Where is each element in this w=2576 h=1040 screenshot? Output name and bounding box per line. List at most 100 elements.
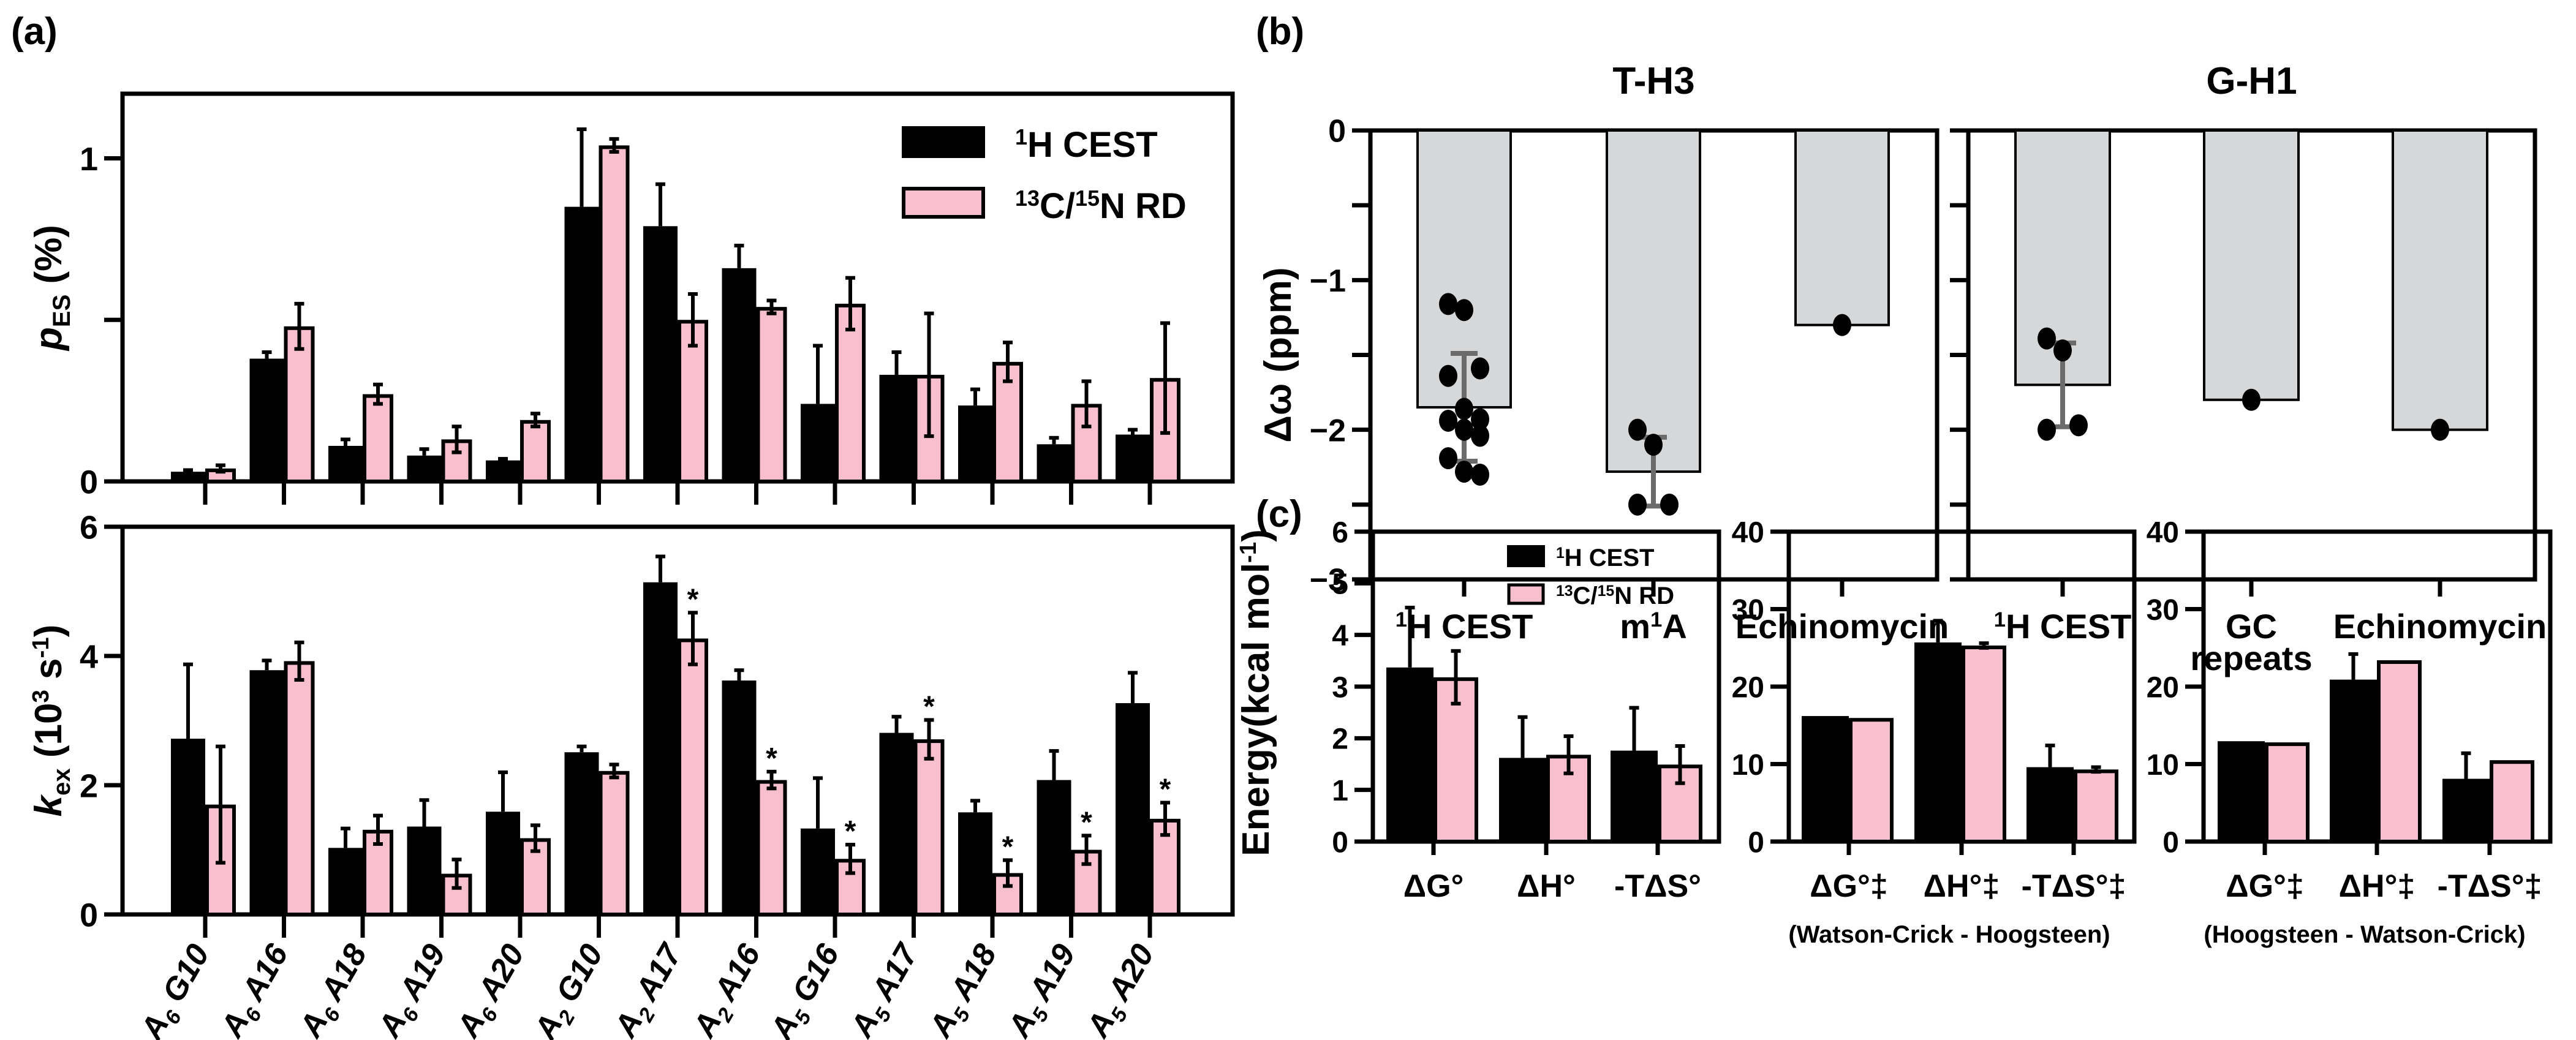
x-tick-label: A5 A19 (1000, 938, 1086, 1040)
bar-1h-cest (1386, 667, 1433, 842)
bar-1h-cest (564, 206, 599, 481)
legend-swatch-13c-15n-rd (902, 187, 985, 219)
bar-13c-15n-rd (913, 739, 945, 916)
data-point (1455, 299, 1473, 322)
bar-1h-cest (171, 472, 205, 481)
bar-1h-cest (2218, 741, 2265, 842)
bar-13c-15n-rd (363, 394, 393, 484)
bar-1h-cest (1802, 716, 1849, 842)
data-point (1644, 434, 1663, 456)
bar-13c-15n-rd (2377, 660, 2422, 843)
x-tick-label: ΔG°‡ (1810, 869, 1888, 904)
bar-13c-15n-rd (1962, 645, 2006, 843)
y-tick-label: 30 (2147, 594, 2179, 627)
bar-13c-15n-rd (599, 145, 630, 483)
chart-kinetics-wc-hg: 0 10 20 30 40 ΔG°‡ ΔH°‡ -TΔS°‡ (Watson-Crick - H… (1732, 516, 2137, 948)
x-axis-title: (Watson-Crick - Hoogsteen) (1788, 921, 2110, 948)
y-tick-label: 0 (1328, 114, 1346, 149)
y-tick-label: 6 (1332, 516, 1348, 549)
bar-13c-15n-rd (756, 307, 787, 483)
data-point (2242, 388, 2261, 411)
x-tick-label: ΔH°‡ (2339, 869, 2415, 904)
bar-1h-cest (879, 733, 914, 914)
chart-t-h3: 0 −1 −2 −3 T-H3 1H CEST m1A Echinomycin Δω (ppm) (1257, 60, 1949, 646)
x-tick-label: -TΔS°‡ (2438, 869, 2542, 904)
panel-label-c: (c) (1256, 493, 1302, 535)
bar-1h-cest (486, 812, 520, 914)
bar-13c-15n-rd (835, 859, 866, 917)
bar-13c-15n-rd (835, 303, 866, 483)
y-tick-label: 40 (1732, 516, 1764, 549)
bar-13c-15n-rd (441, 873, 472, 917)
x-tick-label: A2 A16 (686, 938, 772, 1040)
data-point (1455, 418, 1473, 441)
data-point (2038, 418, 2056, 441)
y-tick-label: 10 (1732, 749, 1764, 782)
y-tick-label: 4 (1332, 620, 1348, 652)
bar-13c-15n-rd (2490, 760, 2534, 844)
x-tick-label: ΔG° (1403, 869, 1464, 904)
bar-13c-15n-rd (2265, 742, 2310, 843)
data-point (2069, 414, 2088, 437)
bar-delta-omega (1794, 129, 1890, 326)
legend-swatch-1h-cest (1507, 545, 1545, 567)
bar-1h-cest (1116, 434, 1150, 481)
bar-1h-cest (643, 582, 678, 914)
bar-1h-cest (407, 826, 442, 914)
y-tick-label: 0 (1332, 826, 1348, 859)
bar-1h-cest (1611, 750, 1658, 842)
bar-1h-cest (328, 445, 363, 481)
data-point (1471, 424, 1489, 447)
y-tick-label: 0 (80, 464, 98, 500)
chart-title: G-H1 (2206, 60, 2297, 102)
x-tick-label: Echinomycin (2333, 607, 2547, 646)
x-tick-label: A6 A16 (213, 938, 300, 1040)
x-axis-title: (Hoogsteen - Watson-Crick) (2204, 921, 2525, 948)
bar-1h-cest (2330, 679, 2377, 842)
y-tick-label: 30 (1732, 594, 1764, 627)
y-tick-label: −1 (1310, 263, 1346, 299)
bar-1h-cest (407, 455, 442, 481)
data-point (1439, 293, 1457, 315)
x-tick-label: A6 G10 (134, 938, 221, 1040)
bar-13c-15n-rd (678, 638, 708, 916)
data-point (1471, 357, 1489, 380)
x-tick-label: ΔG°‡ (2226, 869, 2304, 904)
bar-delta-omega (2203, 129, 2300, 401)
data-point (1628, 418, 1647, 441)
y-axis-title: pES (%) (28, 225, 75, 352)
bar-1h-cest (2442, 778, 2490, 842)
data-point (1455, 461, 1473, 483)
data-point (1628, 493, 1647, 516)
x-tick-label: ΔH°‡ (1924, 869, 2000, 904)
significance-star: * (1160, 773, 1171, 805)
y-tick-label: 5 (1332, 568, 1348, 601)
bar-1h-cest (1037, 444, 1071, 481)
bar-13c-15n-rd (2074, 769, 2118, 843)
data-point (2038, 327, 2056, 350)
y-tick-label: 40 (2147, 516, 2179, 549)
legend-swatch-1h-cest (902, 126, 985, 158)
bar-1h-cest (486, 460, 520, 481)
bar-13c-15n-rd (284, 326, 315, 483)
x-tick-label: A6 A19 (371, 938, 456, 1040)
x-tick-label: A6 A20 (450, 938, 535, 1040)
x-tick-label: Echinomycin (1736, 607, 1949, 646)
data-point (1471, 463, 1489, 486)
bar-13c-15n-rd (1849, 718, 1894, 844)
bar-13c-15n-rd (284, 661, 315, 916)
y-tick-label: 1 (80, 141, 98, 178)
x-tick-label: m1A (1620, 607, 1687, 646)
x-tick-label: 1H CEST (1994, 607, 2132, 646)
bar-13c-15n-rd (678, 320, 708, 483)
bar-1h-cest (328, 848, 363, 914)
bar-1h-cest (1499, 758, 1546, 842)
bar-1h-cest (1914, 642, 1962, 842)
legend-label-13c-15n-rd: 13C/15N RD (1556, 582, 1674, 609)
x-tick-label: -TΔS°‡ (2022, 869, 2126, 904)
bar-delta-omega (2392, 129, 2488, 431)
y-tick-label: 20 (2147, 671, 2179, 704)
legend-label-13c-15n-rd: 13C/15N RD (1015, 186, 1187, 227)
y-tick-label: 0 (1748, 826, 1764, 859)
